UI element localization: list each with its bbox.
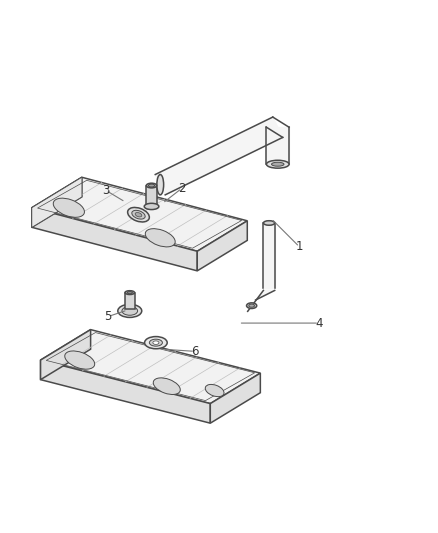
Polygon shape xyxy=(247,290,275,311)
Text: 6: 6 xyxy=(191,345,199,358)
Ellipse shape xyxy=(149,339,162,346)
Ellipse shape xyxy=(132,211,145,219)
Ellipse shape xyxy=(266,160,289,168)
Ellipse shape xyxy=(127,292,132,294)
Polygon shape xyxy=(210,373,260,423)
Ellipse shape xyxy=(157,174,164,195)
Polygon shape xyxy=(32,177,82,228)
Ellipse shape xyxy=(125,290,134,295)
Ellipse shape xyxy=(65,351,95,369)
Polygon shape xyxy=(125,293,134,309)
Ellipse shape xyxy=(153,378,180,394)
Text: 4: 4 xyxy=(315,317,323,329)
Ellipse shape xyxy=(205,384,224,397)
Ellipse shape xyxy=(249,304,254,307)
Ellipse shape xyxy=(127,207,149,222)
Polygon shape xyxy=(41,329,260,403)
Ellipse shape xyxy=(146,183,157,188)
Text: 1: 1 xyxy=(296,240,303,253)
Ellipse shape xyxy=(53,198,85,217)
Text: 5: 5 xyxy=(104,310,112,323)
Polygon shape xyxy=(263,223,275,288)
Polygon shape xyxy=(32,177,247,251)
Ellipse shape xyxy=(118,304,142,318)
Ellipse shape xyxy=(148,184,155,187)
Polygon shape xyxy=(155,117,283,195)
Polygon shape xyxy=(197,221,247,271)
Polygon shape xyxy=(266,127,289,164)
Polygon shape xyxy=(41,360,210,423)
Polygon shape xyxy=(41,329,91,379)
Ellipse shape xyxy=(272,162,284,166)
Polygon shape xyxy=(32,177,82,228)
Ellipse shape xyxy=(145,229,175,247)
Ellipse shape xyxy=(122,306,138,315)
Ellipse shape xyxy=(145,336,167,349)
Polygon shape xyxy=(146,185,157,206)
Text: 3: 3 xyxy=(102,184,110,197)
Text: 2: 2 xyxy=(178,182,186,195)
Ellipse shape xyxy=(247,303,257,309)
Polygon shape xyxy=(32,208,197,271)
Ellipse shape xyxy=(153,341,159,344)
Ellipse shape xyxy=(144,203,159,209)
Ellipse shape xyxy=(135,213,142,217)
Ellipse shape xyxy=(263,221,275,225)
